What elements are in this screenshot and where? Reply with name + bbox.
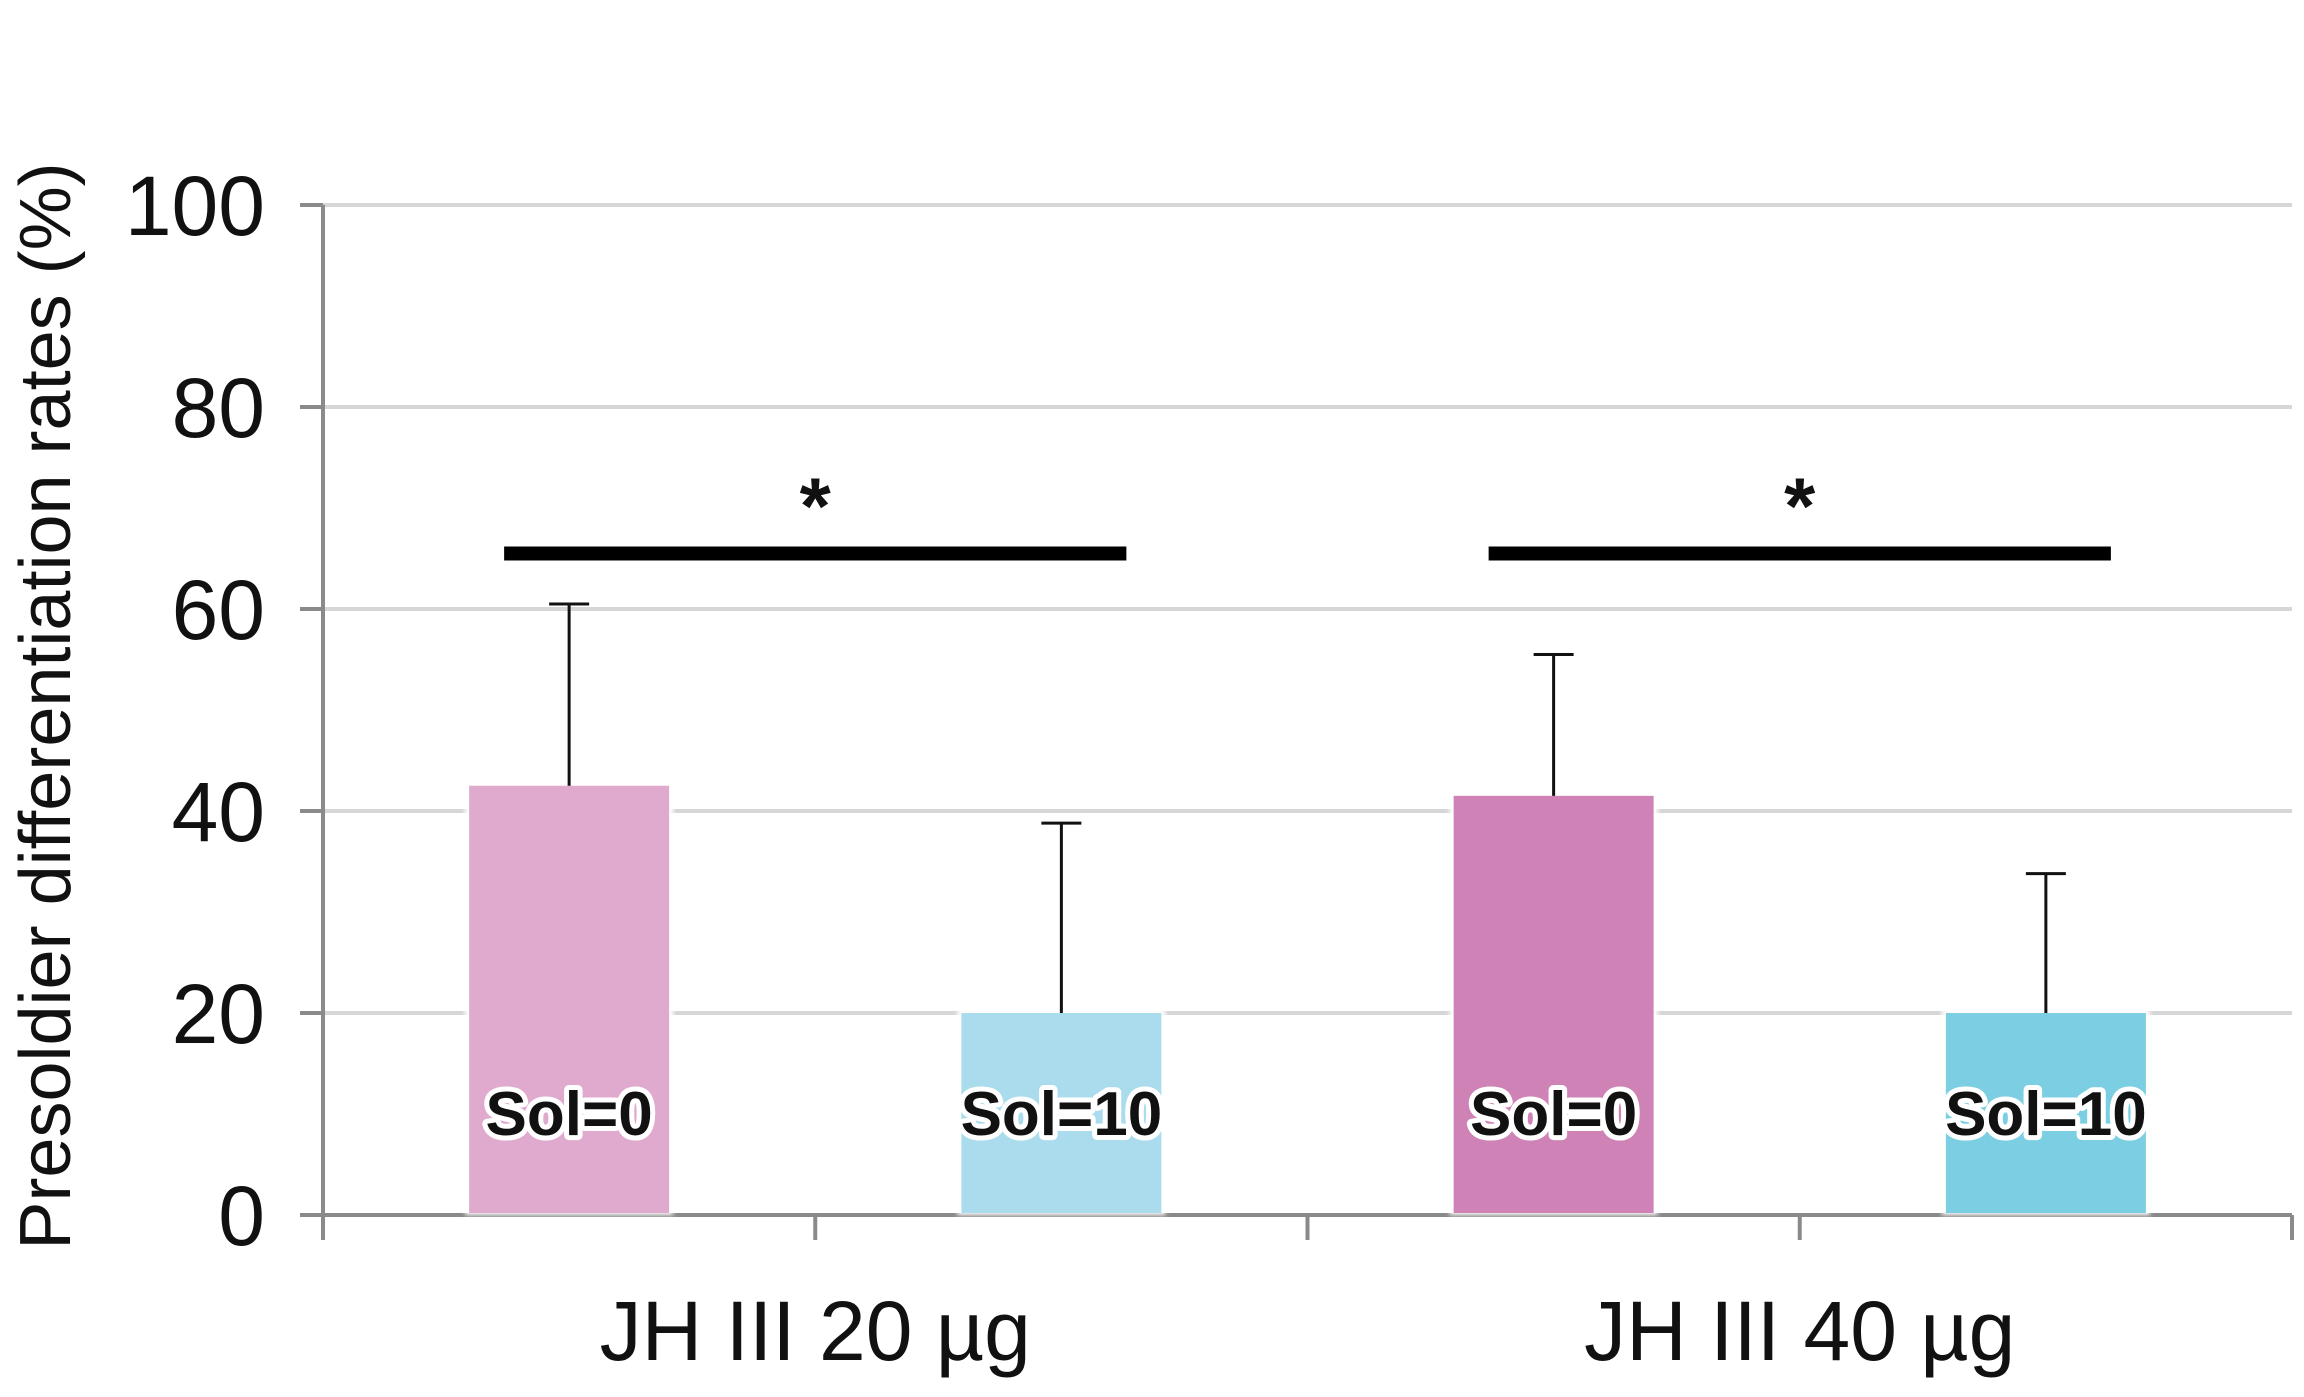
- significance-marker: *: [1784, 461, 1816, 550]
- bar-label: Sol=0: [1470, 1080, 1637, 1149]
- error-bars: [549, 602, 2066, 1013]
- labels: Sol=0 Sol=10 JH III 20 µg * Sol=0 Sol=10 JH II…: [481, 461, 2152, 1378]
- x-category-label: JH III 20 µg: [600, 1284, 1031, 1378]
- y-tick-label: 20: [172, 967, 265, 1061]
- bar: [961, 1013, 1162, 1213]
- y-tick-label: 60: [172, 563, 265, 657]
- significance-marker: *: [800, 461, 832, 550]
- y-tick-label: 100: [125, 159, 265, 253]
- bar-label: Sol=10: [961, 1080, 1163, 1149]
- y-tick-label: 0: [218, 1169, 265, 1263]
- y-tick-label: 40: [172, 765, 265, 859]
- y-tick-label: 80: [172, 361, 265, 455]
- bar: [469, 785, 670, 1213]
- bars: [465, 781, 2150, 1215]
- bar: [1945, 1013, 2146, 1213]
- bar: [1453, 795, 1654, 1213]
- bar-label: Sol=0: [486, 1080, 653, 1149]
- x-category-label: JH III 40 µg: [1584, 1284, 2015, 1378]
- bar-label: Sol=10: [1945, 1080, 2147, 1149]
- y-axis-label: Presoldier differentiation rates (%): [6, 162, 86, 1249]
